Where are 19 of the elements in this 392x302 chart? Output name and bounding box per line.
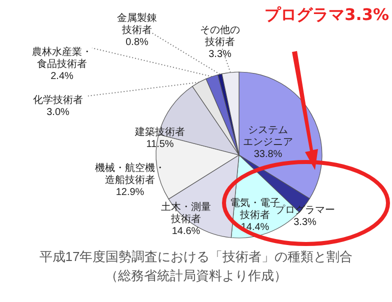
slice-label: その他の技術者 <box>200 24 240 48</box>
data-label: 3.3% <box>208 49 232 60</box>
data-label: 3.0% <box>46 107 70 118</box>
data-label: 12.9% <box>116 187 144 198</box>
data-label: 33.8% <box>254 149 282 160</box>
data-label: 2.4% <box>50 71 74 82</box>
slice-label: 機械・航空機・造船技術者 <box>95 162 165 186</box>
text: （総務省統計局資料より作成） <box>105 268 287 283</box>
slice-label: 建築技術者 <box>134 126 185 138</box>
slice-label: 金属製錬技術者 <box>117 12 157 36</box>
slice-label: 化学技術者 <box>33 94 83 106</box>
text: 平成17年度国勢調査における「技術者」の種類と割合 <box>39 249 353 264</box>
data-label: 3.3% <box>294 217 317 228</box>
data-label: 0.8% <box>126 37 149 48</box>
slice-label: システムエンジニア <box>243 125 293 148</box>
text: プログラマ3.3% <box>264 5 389 26</box>
slice-label: 農林水産業・食品技術者 <box>32 46 92 70</box>
data-label: 14.6% <box>172 226 200 237</box>
data-label: 11.5% <box>146 139 174 150</box>
